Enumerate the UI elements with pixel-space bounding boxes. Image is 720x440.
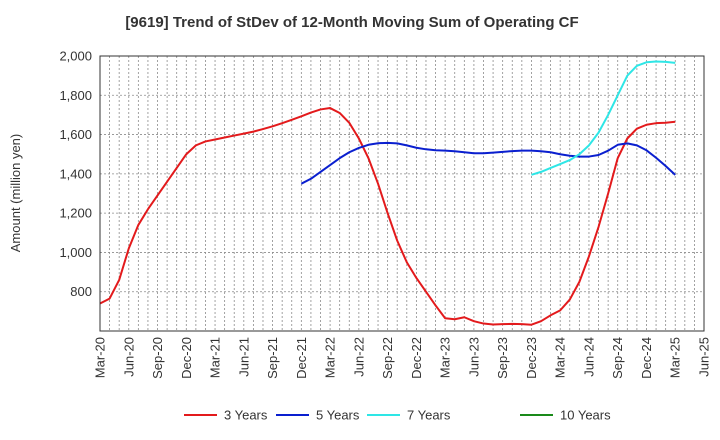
y-tick-label: 1,000 bbox=[59, 245, 92, 260]
x-tick-label: Mar-21 bbox=[208, 337, 223, 378]
x-tick-label: Jun-22 bbox=[351, 337, 366, 377]
x-tick-label: Mar-22 bbox=[323, 337, 338, 378]
legend: 3 Years 5 Years 7 Years 10 Years bbox=[184, 408, 611, 423]
y-tick-label: 2,000 bbox=[59, 49, 92, 64]
legend-label-5-years: 5 Years bbox=[316, 408, 360, 423]
x-tick-label: Jun-20 bbox=[121, 337, 136, 377]
y-axis-ticks: 800 1,000 1,200 1,400 1,600 1,800 2,000 bbox=[59, 49, 92, 300]
chart-title: [9619] Trend of StDev of 12-Month Moving… bbox=[125, 14, 578, 31]
x-tick-label: Jun-24 bbox=[581, 337, 596, 377]
x-axis-ticks: Mar-20 Jun-20 Sep-20 Dec-20 Mar-21 Jun-21 Sep-… bbox=[93, 337, 712, 379]
x-tick-label: Mar-25 bbox=[668, 337, 683, 378]
plot-area bbox=[99, 55, 705, 332]
y-tick-label: 1,400 bbox=[59, 166, 92, 181]
series-line-3-years bbox=[99, 107, 676, 326]
x-tick-label: Jun-25 bbox=[697, 337, 712, 377]
y-tick-label: 1,600 bbox=[59, 127, 92, 142]
grid-lines bbox=[100, 56, 704, 331]
x-tick-label: Sep-21 bbox=[265, 337, 280, 379]
x-tick-label: Dec-20 bbox=[179, 337, 194, 379]
y-tick-label: 1,200 bbox=[59, 206, 92, 221]
x-tick-label: Dec-21 bbox=[294, 337, 309, 379]
x-tick-label: Dec-22 bbox=[409, 337, 424, 379]
y-tick-label: 1,800 bbox=[59, 88, 92, 103]
x-tick-label: Dec-23 bbox=[524, 337, 539, 379]
y-axis-label: Amount (million yen) bbox=[8, 134, 23, 253]
legend-label-3-years: 3 Years bbox=[224, 408, 268, 423]
x-tick-label: Sep-22 bbox=[380, 337, 395, 379]
series-layer bbox=[99, 60, 676, 326]
legend-label-7-years: 7 Years bbox=[407, 408, 451, 423]
y-tick-label: 800 bbox=[70, 284, 92, 299]
x-tick-label: Sep-20 bbox=[150, 337, 165, 379]
x-tick-label: Sep-24 bbox=[610, 337, 625, 379]
x-tick-label: Mar-23 bbox=[438, 337, 453, 378]
x-tick-label: Sep-23 bbox=[495, 337, 510, 379]
x-tick-label: Mar-20 bbox=[93, 337, 108, 378]
legend-label-10-years: 10 Years bbox=[560, 408, 611, 423]
x-tick-label: Jun-23 bbox=[466, 337, 481, 377]
x-tick-label: Mar-24 bbox=[553, 337, 568, 378]
series-line-7-years bbox=[531, 60, 676, 176]
series-line-5-years bbox=[300, 141, 676, 185]
x-tick-label: Dec-24 bbox=[639, 337, 654, 379]
x-tick-label: Jun-21 bbox=[236, 337, 251, 377]
